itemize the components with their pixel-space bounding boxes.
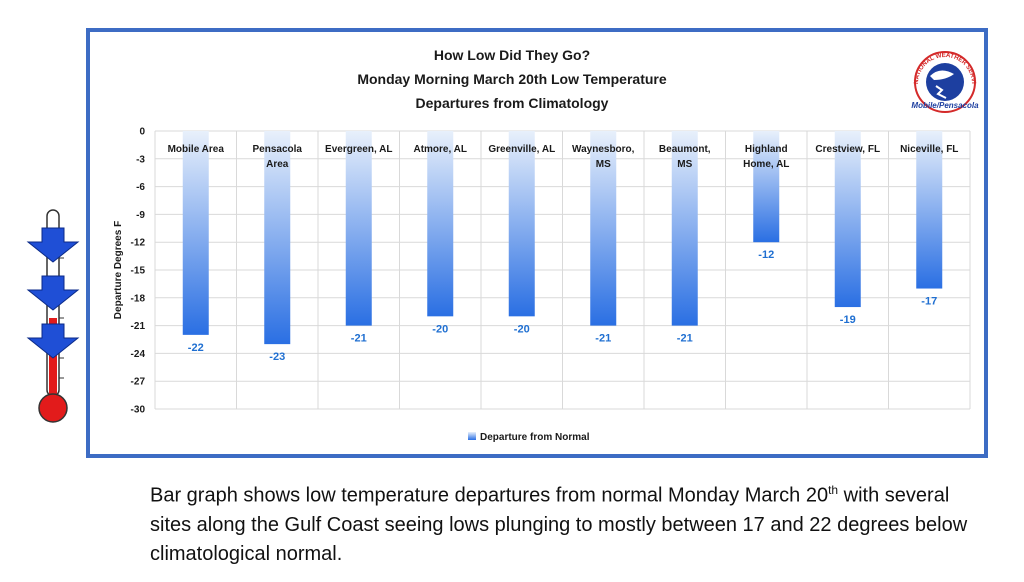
- nws-logo: NATIONAL WEATHER SERVICE: [908, 44, 977, 113]
- chart-title-line-2: Monday Morning March 20th Low Temperatur…: [357, 71, 667, 87]
- category-label-line: MS: [677, 159, 692, 170]
- caption: Bar graph shows low temperature departur…: [150, 476, 970, 569]
- y-tick-label: -3: [136, 154, 145, 165]
- category-label: Evergreen, AL: [325, 144, 392, 155]
- category-label-line: Evergreen, AL: [325, 144, 392, 155]
- thermometer-down-arrows-icon: [26, 209, 80, 423]
- category-label-line: Beaumont,: [659, 144, 711, 155]
- data-label: -23: [269, 351, 285, 363]
- bar: [345, 131, 372, 326]
- bar: [508, 131, 535, 317]
- y-tick-label: 0: [139, 127, 145, 138]
- y-tick-label: -6: [136, 182, 145, 193]
- category-label: Atmore, AL: [413, 144, 467, 155]
- bar: [753, 131, 780, 243]
- category-label-line: Greenville, AL: [488, 144, 555, 155]
- data-label: -21: [595, 333, 611, 345]
- bar: [182, 131, 209, 335]
- y-tick-label: -27: [131, 377, 146, 388]
- category-label: Highland Home, AL: [743, 144, 789, 170]
- category-label-line: Crestview, FL: [815, 144, 880, 155]
- category-label: Beaumont, MS: [659, 144, 711, 170]
- category-label-line: Atmore, AL: [413, 144, 467, 155]
- caption-superscript: th: [828, 483, 839, 497]
- data-label: -12: [758, 249, 774, 261]
- bar: [916, 131, 943, 289]
- data-label: -17: [921, 296, 937, 308]
- category-label-line: Area: [266, 159, 289, 170]
- y-tick-label: -15: [131, 266, 146, 277]
- legend: Departure from Normal: [468, 432, 590, 443]
- legend-label: Departure from Normal: [480, 432, 590, 443]
- bar: [427, 131, 454, 317]
- category-label: Pensacola Area: [253, 144, 303, 170]
- bar: [671, 131, 698, 326]
- category-label: Greenville, AL: [488, 144, 555, 155]
- category-label: Niceville, FL: [900, 144, 958, 155]
- logo-caption: Mobile/Pensacola: [911, 101, 979, 110]
- y-tick-label: -21: [131, 321, 146, 332]
- y-tick-label: -9: [136, 210, 145, 221]
- category-label: Crestview, FL: [815, 144, 880, 155]
- category-label-line: Highland: [745, 144, 788, 155]
- bar: [590, 131, 617, 326]
- category-label-line: MS: [596, 159, 611, 170]
- data-label: -21: [351, 333, 367, 345]
- data-label: -19: [840, 314, 856, 326]
- category-label-line: Home, AL: [743, 159, 789, 170]
- data-label: -20: [514, 323, 530, 335]
- bar: [264, 131, 291, 345]
- data-label: -22: [188, 342, 204, 354]
- y-tick-label: -18: [131, 293, 146, 304]
- caption-text-2: with several sites along the Gulf Coast …: [150, 484, 968, 565]
- category-label: Mobile Area: [168, 144, 225, 155]
- category-label-line: Pensacola: [253, 144, 303, 155]
- chart-title-line-1: How Low Did They Go?: [433, 47, 591, 63]
- category-label-line: Niceville, FL: [900, 144, 958, 155]
- bar: [834, 131, 861, 308]
- y-tick-label: -12: [131, 238, 146, 249]
- caption-text-1: Bar graph shows low temperature departur…: [150, 484, 829, 507]
- legend-swatch: [468, 432, 476, 440]
- category-label-line: Mobile Area: [168, 144, 225, 155]
- y-axis-label: Departure Degrees F: [113, 221, 124, 319]
- category-label: Waynesboro, MS: [572, 144, 635, 170]
- y-tick-label: -24: [131, 349, 146, 360]
- bar-chart: -22 Mobile Area -23 Pensacola Area -21 Evergre…: [113, 127, 971, 443]
- category-label-line: Waynesboro,: [572, 144, 635, 155]
- data-label: -20: [432, 323, 448, 335]
- data-label: -21: [677, 333, 693, 345]
- y-tick-label: -30: [131, 405, 146, 416]
- chart-title-line-3: Departures from Climatology: [415, 95, 609, 111]
